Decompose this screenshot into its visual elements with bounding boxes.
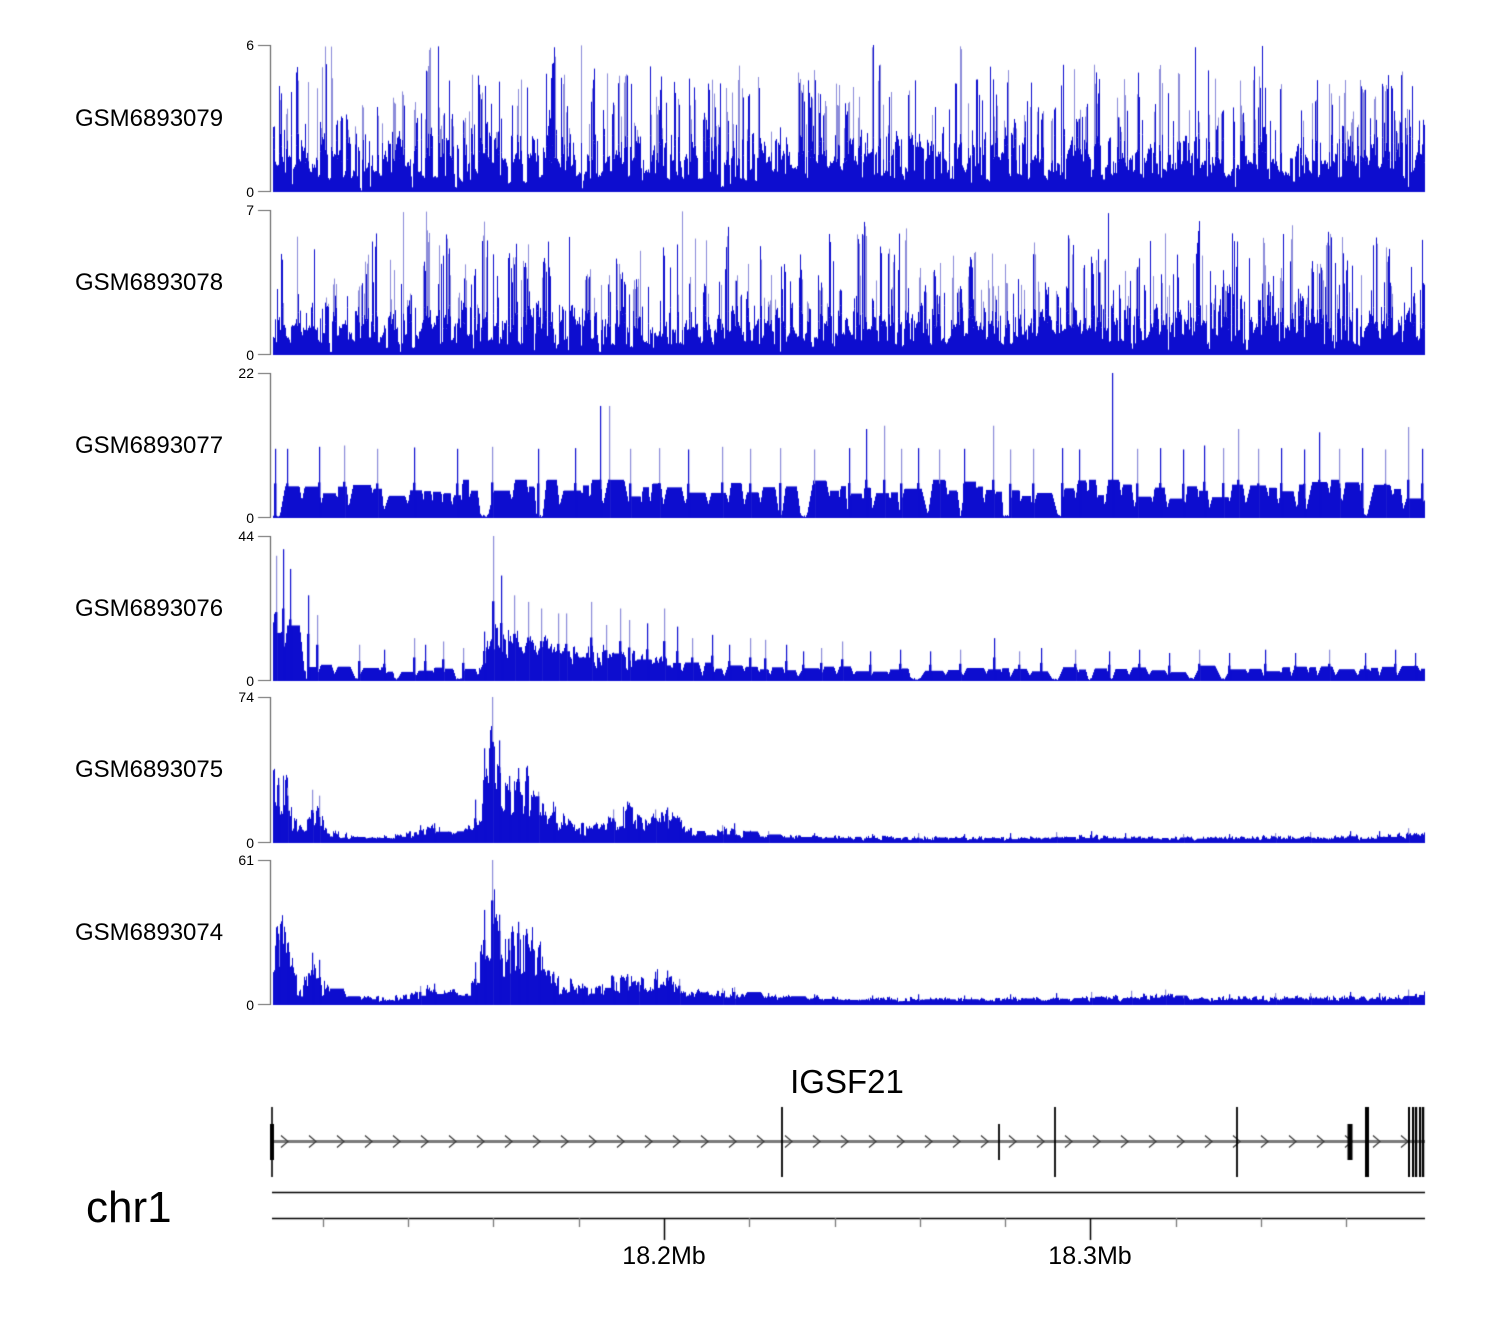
y-axis-max-label: 6: [246, 37, 254, 53]
y-axis-max-label: 74: [238, 689, 254, 705]
track-name-label: GSM6893074: [75, 919, 224, 946]
track-name-label: GSM6893076: [75, 595, 224, 622]
gene-name-label: IGSF21: [790, 1063, 904, 1100]
y-axis-zero-label: 0: [246, 835, 254, 851]
y-axis-max-label: 44: [238, 528, 254, 544]
ruler-tick-label: 18.2Mb: [622, 1242, 706, 1270]
y-axis-zero-label: 0: [246, 997, 254, 1013]
y-axis-max-label: 22: [238, 365, 254, 381]
ruler-tick-label: 18.3Mb: [1048, 1242, 1132, 1270]
y-axis-zero-label: 0: [246, 510, 254, 526]
track-name-label: GSM6893079: [75, 105, 224, 132]
chromosome-label: chr1: [86, 1183, 172, 1232]
track-name-label: GSM6893078: [75, 269, 224, 296]
y-axis-zero-label: 0: [246, 184, 254, 200]
y-axis-zero-label: 0: [246, 347, 254, 363]
y-axis-max-label: 61: [238, 852, 254, 868]
y-axis-zero-label: 0: [246, 673, 254, 689]
track-name-label: GSM6893077: [75, 432, 224, 459]
track-name-label: GSM6893075: [75, 756, 224, 783]
y-axis-max-label: 7: [246, 202, 254, 218]
